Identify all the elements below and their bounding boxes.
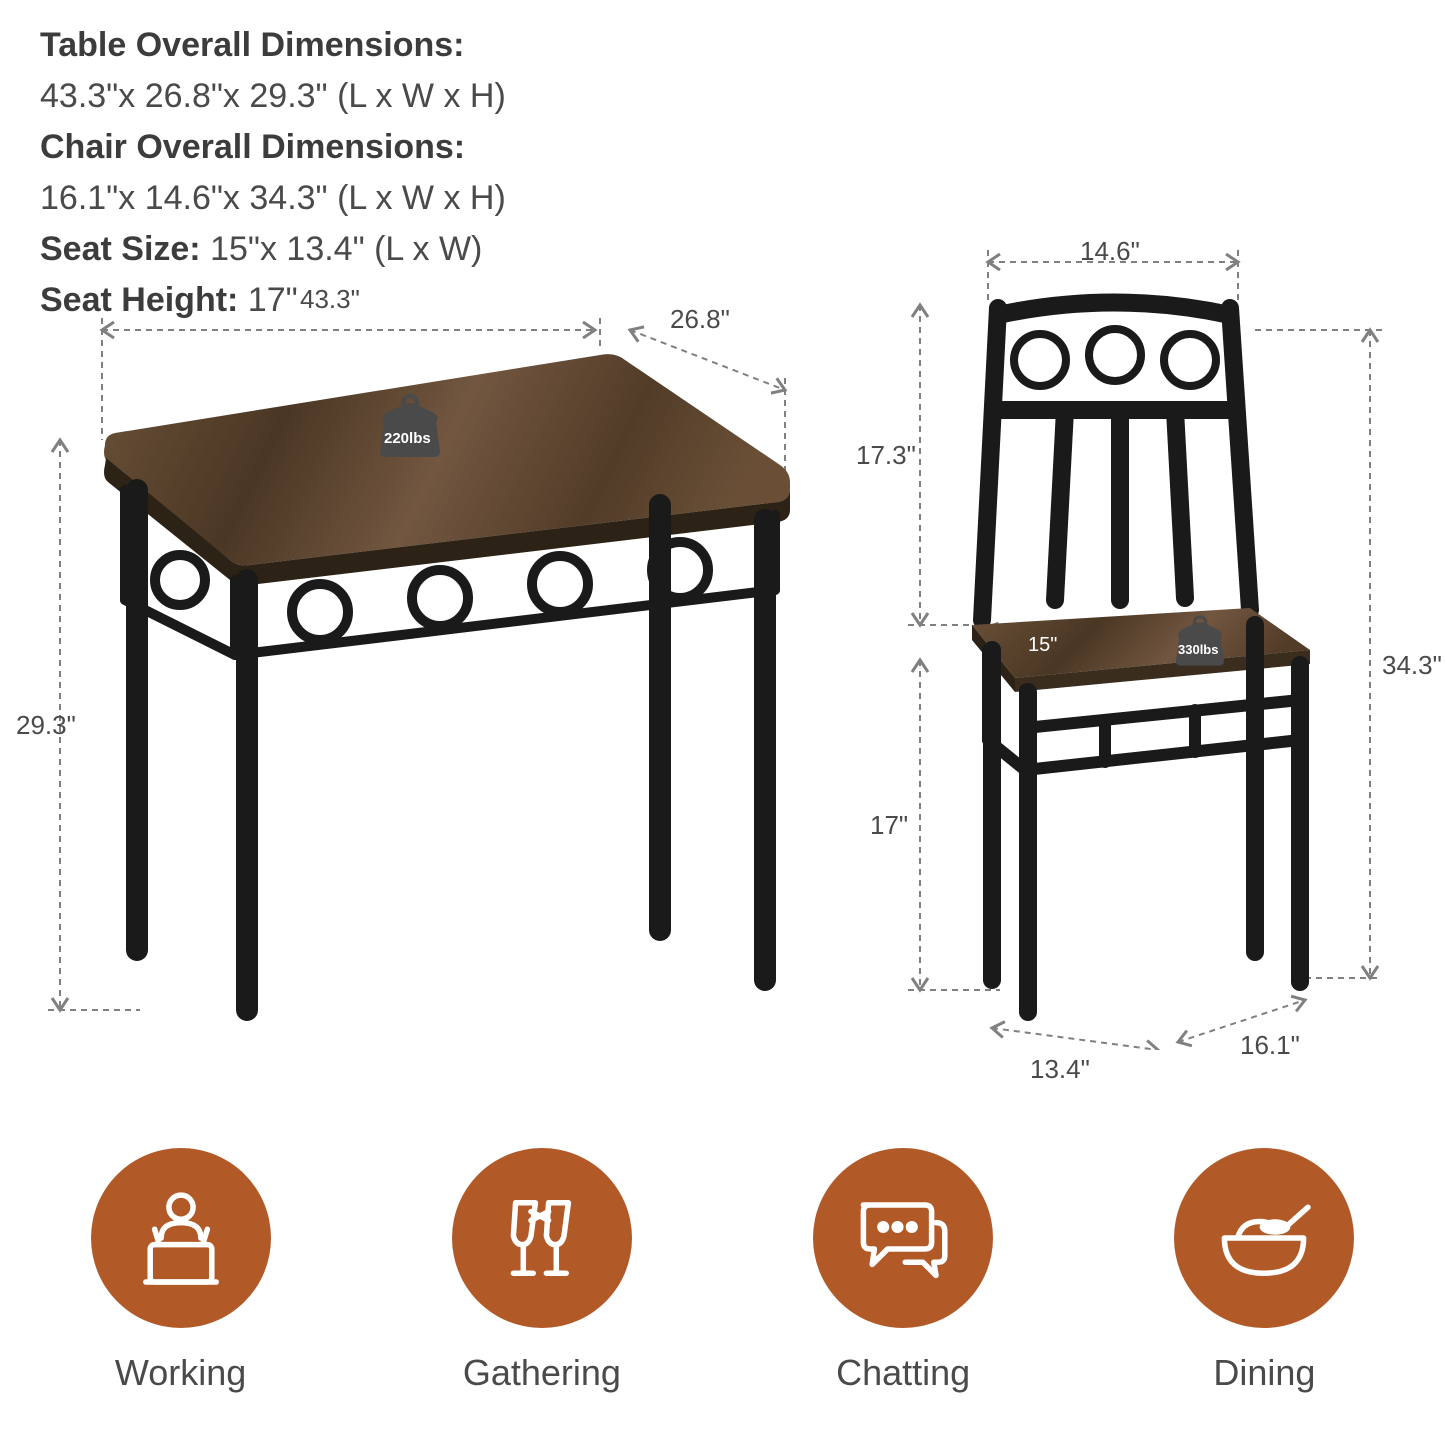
seat-size-value: 15"x 13.4" (L x W) — [201, 230, 483, 268]
feature-dining: Dining — [1174, 1148, 1354, 1394]
table-dim-value: 43.3"x 26.8"x 29.3" (L x W x H) — [40, 71, 506, 122]
table-width-label: 26.8" — [670, 304, 730, 335]
feature-label: Dining — [1213, 1352, 1315, 1394]
chair-seat-depth-label: 15" — [1028, 634, 1057, 657]
feature-working: Working — [91, 1148, 271, 1394]
chatting-icon — [813, 1148, 993, 1328]
feature-label: Chatting — [836, 1352, 970, 1394]
chair-overall-height-label: 34.3" — [1382, 650, 1442, 681]
table-dim-label: Table Overall Dimensions: — [40, 26, 465, 64]
chair-depth-label: 13.4" — [1030, 1054, 1090, 1085]
table-length-label: 43.3" — [300, 284, 360, 315]
feature-row: Working Gathering — [0, 1148, 1445, 1394]
table-height-label: 29.3" — [16, 710, 76, 741]
table-capacity-label: 220lbs — [384, 430, 431, 447]
chair-dim-label: Chair Overall Dimensions: — [40, 128, 465, 166]
chair-width-label: 16.1" — [1240, 1030, 1300, 1061]
table-diagram — [20, 290, 800, 1050]
feature-label: Working — [115, 1352, 246, 1394]
feature-chatting: Chatting — [813, 1148, 993, 1394]
dining-icon — [1174, 1148, 1354, 1328]
feature-label: Gathering — [463, 1352, 621, 1394]
chair-diagram — [860, 230, 1420, 1050]
chair-top-width-label: 14.6" — [1080, 236, 1140, 267]
chair-dim-value: 16.1"x 14.6"x 34.3" (L x W x H) — [40, 173, 506, 224]
chair-back-height-label: 17.3" — [856, 440, 916, 471]
working-icon — [91, 1148, 271, 1328]
seat-size-label: Seat Size: — [40, 230, 201, 268]
diagram-area: 43.3" 26.8" 29.3" 220lbs — [20, 290, 1420, 1110]
chair-capacity-label: 330lbs — [1178, 642, 1218, 657]
feature-gathering: Gathering — [452, 1148, 632, 1394]
chair-seat-height-label: 17" — [870, 810, 908, 841]
spec-block: Table Overall Dimensions: 43.3"x 26.8"x … — [40, 20, 506, 326]
gathering-icon — [452, 1148, 632, 1328]
